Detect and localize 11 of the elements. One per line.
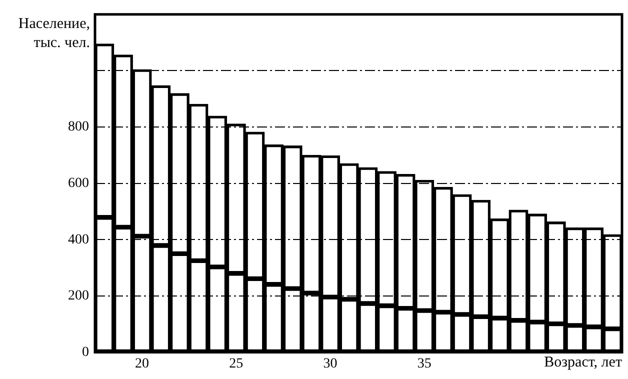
y-tick-label: 600	[68, 176, 89, 191]
y-tick-label: 200	[68, 288, 89, 304]
y-tick-label: 0	[82, 344, 89, 360]
y-tick-label: 800	[68, 120, 89, 135]
x-axis-title: Возраст, лет	[544, 354, 622, 371]
y-axis-title: Население, тыс. чел.	[18, 16, 90, 51]
x-tick-label: 20	[135, 356, 150, 372]
x-tick-label: 35	[417, 356, 432, 372]
y-tick-label: 400	[68, 232, 89, 248]
x-tick-label: 30	[323, 356, 338, 372]
x-tick-label: 25	[229, 356, 244, 372]
